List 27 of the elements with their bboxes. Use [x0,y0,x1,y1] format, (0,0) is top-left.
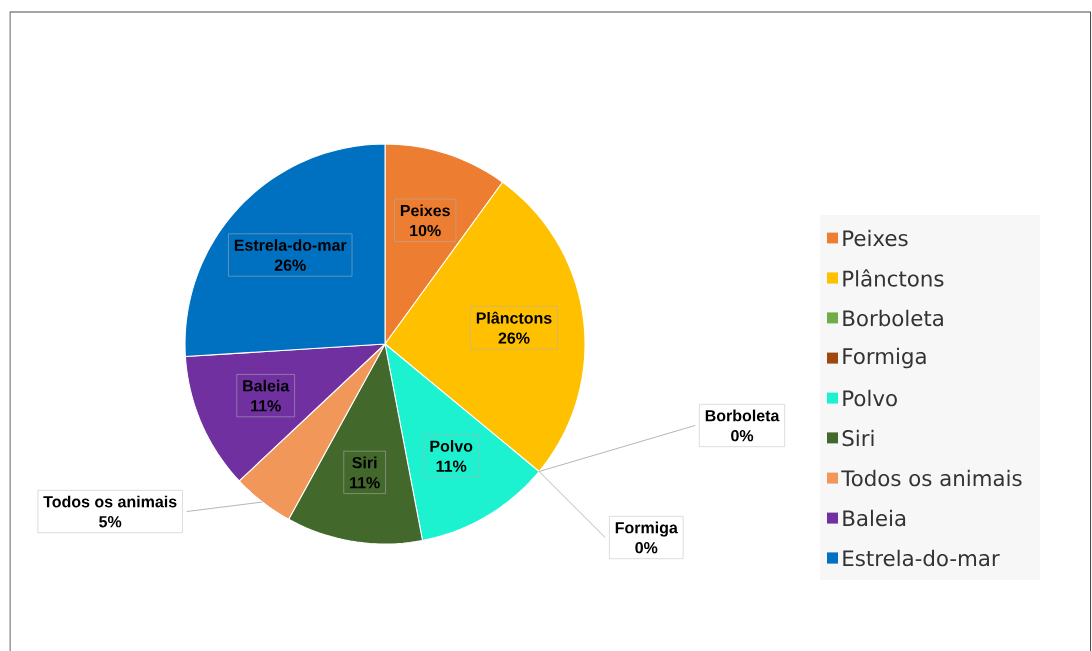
slice-label: Baleia [243,379,290,392]
slice-label: Todos os animais [43,495,177,508]
category-label: Borboleta [705,409,780,422]
legend-label: Baleia [843,509,906,527]
legend-label: Peixes [843,229,908,247]
text: 0% [635,542,658,554]
data-label: 11% [436,460,467,472]
legend-label: Polvo [843,389,897,407]
data-label: 5% [99,516,122,528]
data-label: 10% [410,224,441,237]
legend-label: Siri [842,429,874,447]
slice-label: Siri [352,456,377,469]
data-label: 11% [350,477,380,489]
slice-label: Plânctons [476,311,552,324]
slice-label: Estrela-do-mar [234,239,347,251]
legend-label: Plânctons [843,269,944,287]
slice-label: Peixes [400,204,450,217]
data-label: 26% [274,259,306,271]
data-label: 26% [498,332,530,344]
legend-label: Formiga [843,347,926,369]
slice-label: Polvo [430,440,473,452]
data-label: 11% [251,400,281,412]
legend-label: Todos os animais [841,469,1022,487]
text: 0% [731,430,754,442]
legend-label: Estrela-do-mar [843,549,1000,567]
category-label: Formiga [615,521,678,537]
legend-label: Borboleta [843,309,943,327]
